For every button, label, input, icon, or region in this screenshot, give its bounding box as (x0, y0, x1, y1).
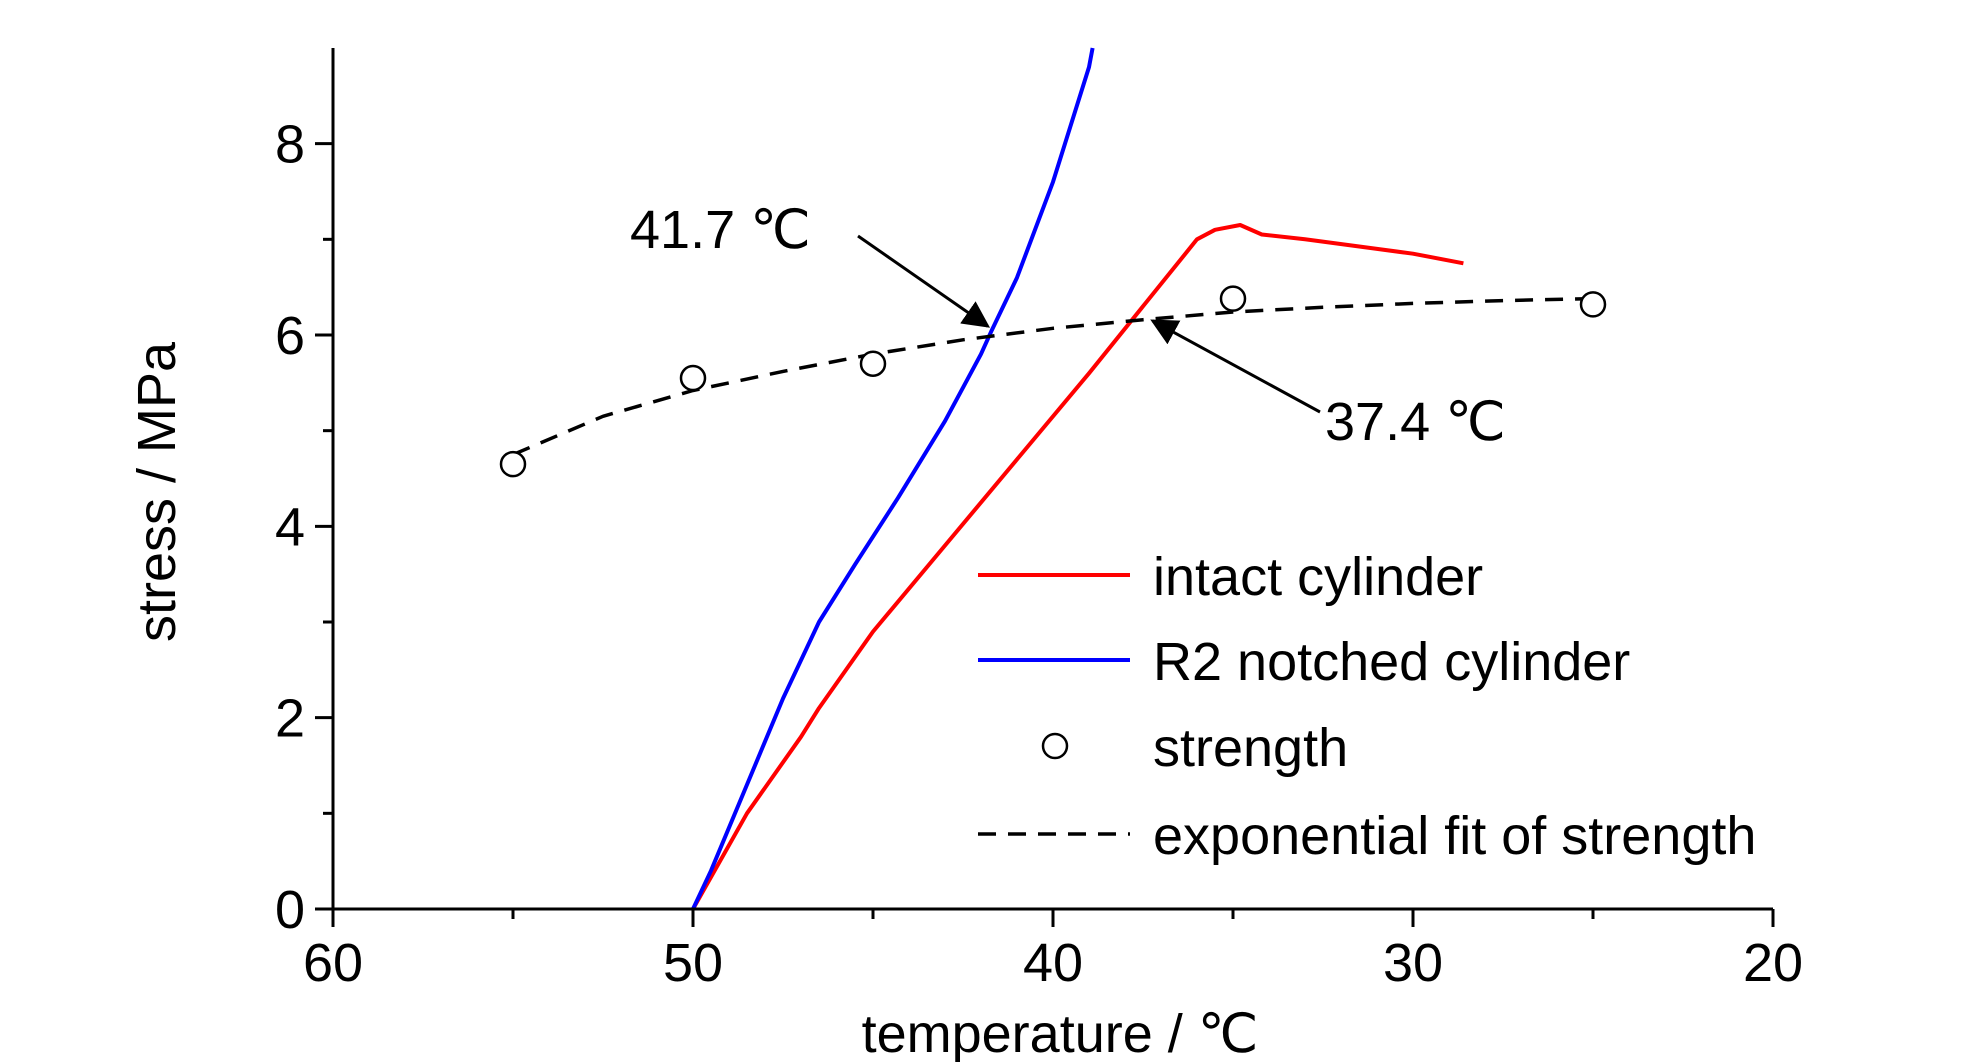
series-line-1 (691, 47, 1095, 910)
y-ticks: 0 2 4 6 8 (275, 115, 333, 940)
y-tick-label: 8 (275, 115, 305, 175)
legend-label-intact: intact cylinder (1153, 547, 1483, 607)
y-tick-label: 6 (275, 306, 305, 366)
strength-point (859, 350, 887, 377)
strength-point (1219, 285, 1247, 312)
strength-point (1579, 291, 1607, 318)
annotation-arrow-41-7 (857, 234, 991, 328)
legend-swatch-strength (1041, 732, 1069, 760)
strength-point (679, 364, 707, 392)
series-layer (512, 47, 1594, 910)
y-axis-label: stress / MPa (127, 341, 187, 642)
legend-label-fit: exponential fit of strength (1153, 806, 1756, 866)
legend-label-strength: strength (1153, 718, 1348, 778)
x-tick-label: 60 (303, 933, 363, 993)
x-tick-label: 30 (1383, 933, 1443, 993)
plot-area (499, 47, 1607, 910)
marker-layer (499, 285, 1607, 478)
x-tick-label: 40 (1023, 933, 1083, 993)
legend-label-notched: R2 notched cylinder (1153, 632, 1630, 692)
series-line-0 (691, 223, 1464, 910)
legend: intact cylinder R2 notched cylinder stre… (978, 547, 1756, 866)
axes: 60 50 40 30 20 0 2 4 6 8 (275, 48, 1803, 993)
annotations: 41.7 ℃ 37.4 ℃ (630, 200, 1506, 452)
y-tick-label: 2 (275, 689, 305, 749)
annotation-arrow-37-4 (1150, 319, 1321, 414)
x-tick-label: 20 (1743, 933, 1803, 993)
annotation-41-7: 41.7 ℃ (630, 200, 811, 260)
annotation-37-4: 37.4 ℃ (1325, 392, 1506, 452)
y-tick-label: 0 (275, 880, 305, 940)
x-axis-label: temperature / ℃ (862, 1004, 1259, 1062)
x-tick-label: 50 (663, 933, 723, 993)
strength-point (499, 450, 527, 478)
x-ticks: 60 50 40 30 20 (303, 909, 1803, 993)
y-tick-label: 4 (275, 497, 305, 557)
